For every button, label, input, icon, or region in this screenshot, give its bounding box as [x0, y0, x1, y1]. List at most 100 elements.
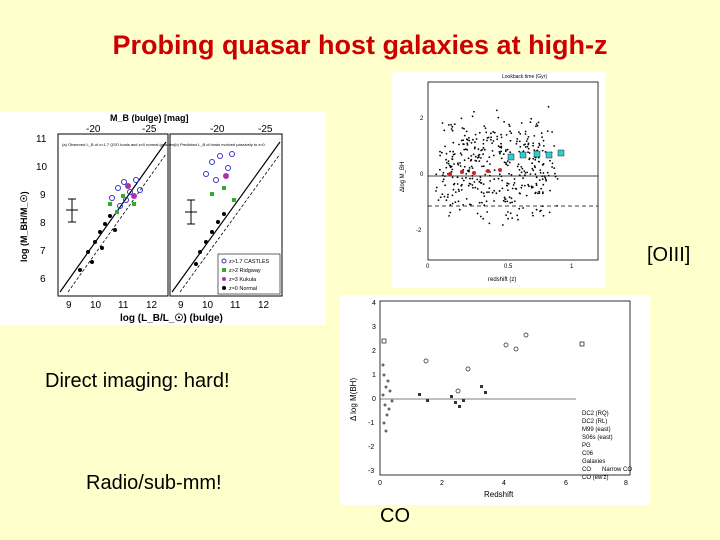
x-tick: 0 [378, 480, 382, 487]
scatter-point [537, 146, 540, 149]
scatter-point [460, 189, 463, 191]
scatter-point [488, 156, 491, 158]
scatter-point [462, 143, 464, 145]
scatter-point [454, 191, 457, 193]
co-label: CO [380, 505, 410, 527]
scatter-point [488, 187, 491, 190]
scatter-point [491, 150, 494, 152]
scatter-point [443, 129, 446, 132]
y-tick: 8 [40, 218, 46, 229]
scatter-point [526, 145, 529, 148]
scatter-point [526, 171, 528, 174]
scatter-point [547, 105, 550, 108]
scatter-point [442, 178, 445, 181]
scatter-point [541, 178, 544, 180]
scatter-point [449, 211, 452, 214]
scatter-point [522, 207, 524, 209]
scatter-point [527, 183, 529, 186]
scatter-point [535, 182, 538, 185]
scatter-point [462, 204, 464, 206]
scatter-point [478, 131, 481, 134]
y-tick: 0 [372, 396, 376, 403]
scatter-point [498, 190, 501, 192]
scatter-point [501, 179, 503, 182]
y-tick: 2 [420, 116, 424, 122]
scatter-point [535, 123, 538, 125]
panel-b-note: (b) Predicted L_B of hosts evolved passi… [174, 142, 265, 147]
scatter-point [439, 154, 441, 157]
scatter-point [478, 201, 481, 204]
scatter-point [453, 163, 455, 165]
legend-item: z>2 Ridgway [229, 268, 261, 274]
scatter-point [504, 198, 507, 200]
scatter-point [537, 121, 540, 124]
scatter-point [486, 191, 488, 194]
fit-line-a [59, 141, 167, 293]
scatter-point [452, 141, 455, 144]
top-tick: -25 [142, 124, 157, 135]
scatter-point [451, 155, 454, 158]
fit-line-b-dash [179, 153, 281, 293]
scatter-point [441, 174, 444, 176]
scatter-point [531, 162, 533, 165]
scatter-point [476, 212, 479, 215]
scatter-point [474, 155, 477, 158]
scatter-point [529, 173, 532, 175]
scatter-point [506, 182, 509, 184]
scatter-point [448, 215, 450, 217]
scatter-point [546, 171, 549, 174]
scatter-point [496, 135, 499, 138]
scatter-point [498, 151, 501, 153]
scatter-point [482, 153, 484, 156]
red-points [448, 168, 502, 176]
scatter-point [476, 188, 479, 190]
scatter-point [466, 169, 469, 172]
scatter-point [500, 136, 503, 139]
scatter-point [527, 147, 530, 150]
scatter-point [442, 171, 445, 174]
scatter-point [516, 138, 519, 140]
scatter-point [493, 189, 496, 192]
scatter-point [439, 168, 441, 171]
scatter-point [508, 161, 511, 164]
scatter-point [556, 205, 558, 207]
scatter-point [466, 148, 469, 151]
scatter-point [540, 187, 542, 190]
y-axis-label: Δlog M_BH [400, 162, 406, 192]
scatter-point [462, 139, 464, 141]
scatter-point [509, 139, 512, 142]
scatter-point [457, 163, 460, 166]
scatter-point [447, 160, 450, 163]
scatter-point [532, 169, 535, 172]
scatter-point [535, 176, 538, 179]
plot-frame [427, 81, 599, 261]
scatter-point [477, 154, 480, 157]
scatter-point [503, 120, 505, 123]
scatter-point [546, 130, 549, 132]
x-tick: 6 [564, 480, 568, 487]
scatter-point [489, 163, 491, 165]
scatter-point [451, 158, 453, 160]
scatter-point [536, 124, 539, 127]
x-axis-label: Redshift [484, 490, 514, 499]
scatter-point [500, 146, 503, 149]
scatter-point [490, 132, 492, 135]
scatter-point [536, 192, 539, 195]
scatter-point [451, 168, 454, 171]
y-tick: 10 [36, 162, 48, 173]
scatter-point [507, 189, 509, 191]
scatter-point [463, 165, 466, 168]
scatter-point [533, 149, 536, 151]
scatter-point [482, 217, 485, 220]
scatter-point [474, 141, 476, 144]
scatter-point [486, 160, 489, 163]
scatter-point [530, 185, 533, 188]
scatter-point [476, 178, 479, 181]
scatter-point [451, 194, 454, 197]
scatter-point [531, 212, 534, 214]
scatter-point [540, 209, 542, 212]
fit-line-a-dash [67, 153, 167, 293]
y-tick: 11 [36, 134, 47, 145]
scatter-point [534, 173, 537, 176]
scatter-point [441, 193, 444, 196]
